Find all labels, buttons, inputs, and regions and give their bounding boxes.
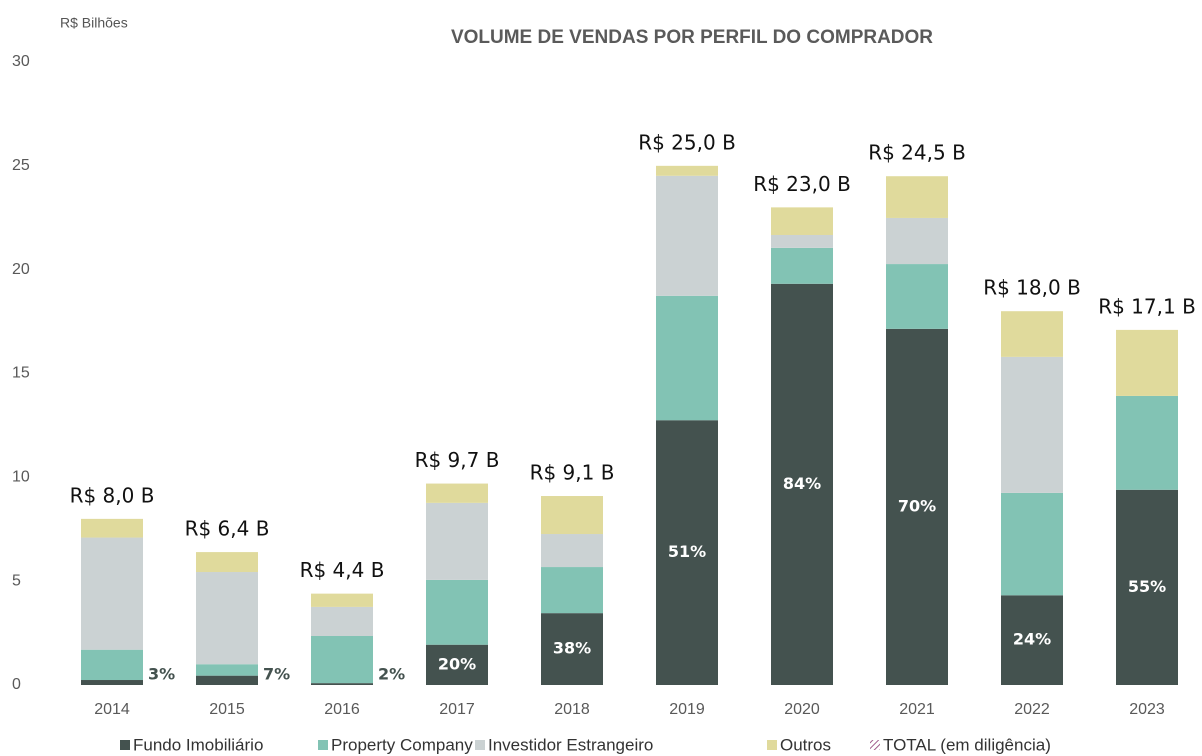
share-label: 3% [148,665,175,684]
share-label: 38% [553,639,591,658]
total-label: R$ 23,0 B [753,172,851,196]
bar-segment [771,207,833,235]
bar-segment [311,606,373,636]
bar-segment [541,567,603,614]
share-label: 24% [1013,630,1051,649]
bar-segment [196,552,258,573]
x-tick-label: 2018 [554,701,590,718]
x-tick-label: 2015 [209,701,245,718]
bar-segment [541,613,603,685]
x-tick-label: 2014 [94,701,130,718]
bar-segment [196,675,258,685]
legend-swatch [870,740,880,750]
bar-segment [311,683,373,685]
total-label: R$ 4,4 B [300,558,385,582]
total-label: R$ 24,5 B [868,141,966,165]
bar-segment [81,649,143,681]
x-tick-label: 2022 [1014,701,1050,718]
bar-segment [311,635,373,684]
y-axis-label: R$ Bilhões [60,15,128,31]
x-tick-label: 2020 [784,701,820,718]
total-label: R$ 25,0 B [638,130,736,154]
share-label: 20% [438,654,476,673]
bar-segment [1001,311,1063,357]
bar-segment [81,518,143,538]
share-label: 2% [378,665,405,684]
total-label: R$ 9,1 B [530,461,615,485]
bar-segment [541,534,603,568]
share-label: 70% [898,496,936,515]
y-tick-label: 5 [12,572,21,589]
bar-segment [886,217,948,265]
bar-segment [771,234,833,248]
bar-segment [1001,356,1063,493]
bar-segment [656,165,718,176]
total-label: R$ 8,0 B [70,483,155,507]
y-tick-label: 30 [12,53,30,70]
legend-label: Property Company [331,735,473,754]
legend-swatch [767,740,777,750]
legend-swatch [475,740,485,750]
total-label: R$ 9,7 B [415,448,500,472]
total-label: R$ 17,1 B [1098,294,1196,318]
bar-segment [886,264,948,329]
legend-label: Outros [780,735,831,754]
total-label: R$ 18,0 B [983,276,1081,300]
y-tick-label: 10 [12,469,30,486]
share-label: 7% [263,665,290,684]
legend-swatch [318,740,328,750]
bar-segment [541,496,603,535]
bar-segment [1116,489,1178,685]
share-label: 55% [1128,577,1166,596]
total-label: R$ 6,4 B [185,517,270,541]
x-tick-label: 2019 [669,701,705,718]
chart-title: VOLUME DE VENDAS POR PERFIL DO COMPRADOR [451,27,933,48]
share-label: 51% [668,542,706,561]
x-tick-label: 2017 [439,701,475,718]
legend-swatch [120,740,130,750]
bar-segment [656,175,718,296]
y-tick-label: 15 [12,365,30,382]
bar-segment [886,176,948,218]
bar-segment [81,680,143,685]
y-tick-label: 20 [12,261,30,278]
bar-segment [1001,595,1063,685]
bar-segment [426,502,488,580]
bar-segment [426,644,488,685]
bar-segment [426,579,488,645]
x-tick-label: 2021 [899,701,935,718]
bar-segment [1116,329,1178,396]
bar-segment [81,537,143,650]
x-tick-label: 2023 [1129,701,1165,718]
x-tick-label: 2016 [324,701,360,718]
bar-segment [311,593,373,607]
y-tick-label: 0 [12,676,21,693]
bar-segment [196,572,258,665]
bar-segment [771,247,833,284]
bar-segment [771,283,833,685]
legend-label: Investidor Estrangeiro [488,735,653,754]
share-label: 84% [783,474,821,493]
bar-segment [656,295,718,421]
bar-segment [886,328,948,685]
y-tick-label: 25 [12,157,30,174]
bar-segment [426,483,488,503]
bar-segment [656,420,718,685]
legend-label: TOTAL (em diligência) [883,735,1051,754]
bar-segment [1116,395,1178,490]
bar-segment [196,664,258,676]
legend-label: Fundo Imobiliário [133,735,263,754]
bar-segment [1001,492,1063,596]
